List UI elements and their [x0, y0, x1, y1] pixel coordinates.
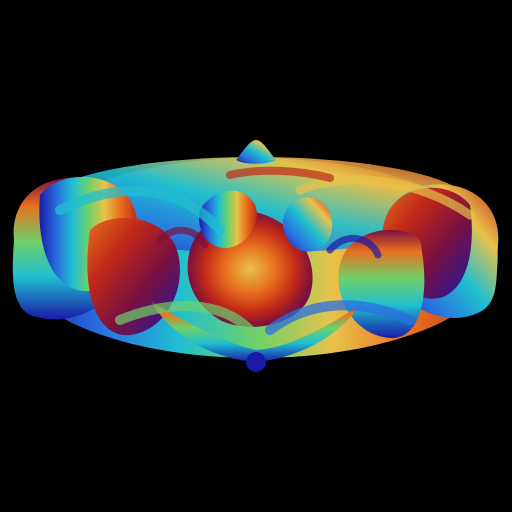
- crown-spike: [236, 140, 276, 164]
- central-petal-right: [282, 197, 333, 252]
- bottom-drip: [246, 352, 266, 372]
- central-petal-left: [199, 190, 257, 249]
- swirl-stroke-6: [156, 227, 209, 249]
- swirl-stroke-3: [115, 301, 255, 335]
- swirl-stroke-1: [55, 186, 225, 235]
- swirl-stroke-2: [295, 175, 475, 220]
- swirl-stroke-5: [226, 166, 334, 182]
- lower-drape: [150, 300, 360, 362]
- swirl-stroke-7: [326, 234, 382, 259]
- swirl-stroke-4: [265, 300, 415, 335]
